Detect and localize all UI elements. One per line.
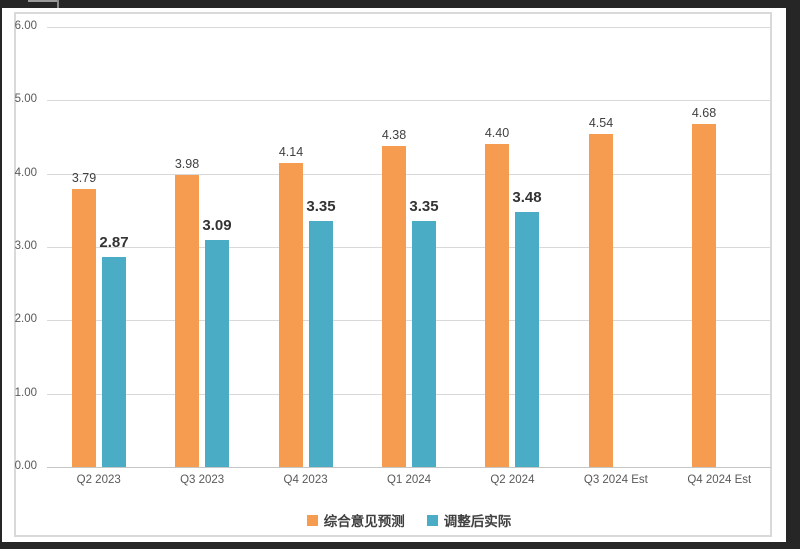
y-axis-tick-label: 4.00 [14, 167, 37, 179]
gridline [47, 27, 771, 28]
legend-swatch [426, 514, 438, 526]
consensus-forecast-bar [589, 134, 613, 467]
legend-item: 调整后实际 [426, 510, 512, 530]
consensus-forecast-bar [72, 189, 96, 467]
legend-swatch [306, 514, 318, 526]
gridline [47, 320, 771, 321]
chart-legend: 综合意见预测 调整后实际 [47, 510, 771, 530]
x-axis-category-label: Q4 2023 [283, 474, 328, 486]
window-top-tab-fragment [28, 0, 57, 2]
legend-label: 调整后实际 [443, 514, 512, 529]
consensus-forecast-bar [175, 175, 199, 467]
window-top-tab-divider [57, 0, 59, 8]
y-axis-tick-label: 3.00 [14, 240, 37, 252]
consensus-forecast-bar [382, 146, 406, 467]
window-top-edge [0, 0, 800, 8]
consensus-forecast-bar-label: 4.68 [691, 106, 717, 120]
y-axis-tick-label: 5.00 [14, 93, 37, 105]
consensus-forecast-bar [485, 144, 509, 467]
consensus-forecast-bar-label: 4.38 [381, 128, 407, 142]
adjusted-actual-bar-label: 2.87 [99, 234, 129, 251]
consensus-forecast-bar [279, 163, 303, 467]
y-axis-tick-label: 0.00 [14, 460, 37, 472]
window-bottom-edge [0, 542, 800, 549]
x-axis-category-label: Q3 2023 [180, 474, 225, 486]
consensus-forecast-bar-label: 4.54 [588, 116, 614, 130]
adjusted-actual-bar-label: 3.09 [202, 217, 232, 234]
gridline [47, 174, 771, 175]
adjusted-actual-bar [205, 240, 229, 467]
legend-label: 综合意见预测 [323, 514, 405, 529]
x-axis-category-label: Q2 2024 [490, 474, 535, 486]
x-axis-category-label: Q3 2024 Est [583, 474, 648, 486]
consensus-forecast-bar-label: 3.98 [174, 157, 200, 171]
consensus-forecast-bar-label: 4.40 [484, 126, 510, 140]
adjusted-actual-bar [309, 221, 333, 467]
consensus-forecast-bar [692, 124, 716, 467]
gridline [47, 100, 771, 101]
adjusted-actual-bar [102, 257, 126, 467]
legend-item: 综合意见预测 [306, 510, 405, 530]
y-axis-tick-label: 1.00 [14, 387, 37, 399]
adjusted-actual-bar [515, 212, 539, 467]
x-axis-line [47, 467, 771, 468]
window-left-edge [0, 0, 2, 549]
adjusted-actual-bar-label: 3.35 [306, 198, 336, 215]
window-right-edge [786, 0, 800, 549]
adjusted-actual-bar-label: 3.48 [512, 189, 542, 206]
adjusted-actual-bar-label: 3.35 [409, 198, 439, 215]
gridline [47, 247, 771, 248]
y-axis-tick-label: 2.00 [14, 313, 37, 325]
x-axis-category-label: Q2 2023 [76, 474, 121, 486]
adjusted-actual-bar [412, 221, 436, 467]
gridline [47, 394, 771, 395]
x-axis-category-label: Q1 2024 [386, 474, 432, 486]
y-axis-tick-label: 6.00 [14, 20, 37, 32]
consensus-forecast-bar-label: 3.79 [71, 171, 97, 185]
x-axis-category-label: Q4 2024 Est [687, 474, 752, 486]
consensus-forecast-bar-label: 4.14 [278, 145, 304, 159]
